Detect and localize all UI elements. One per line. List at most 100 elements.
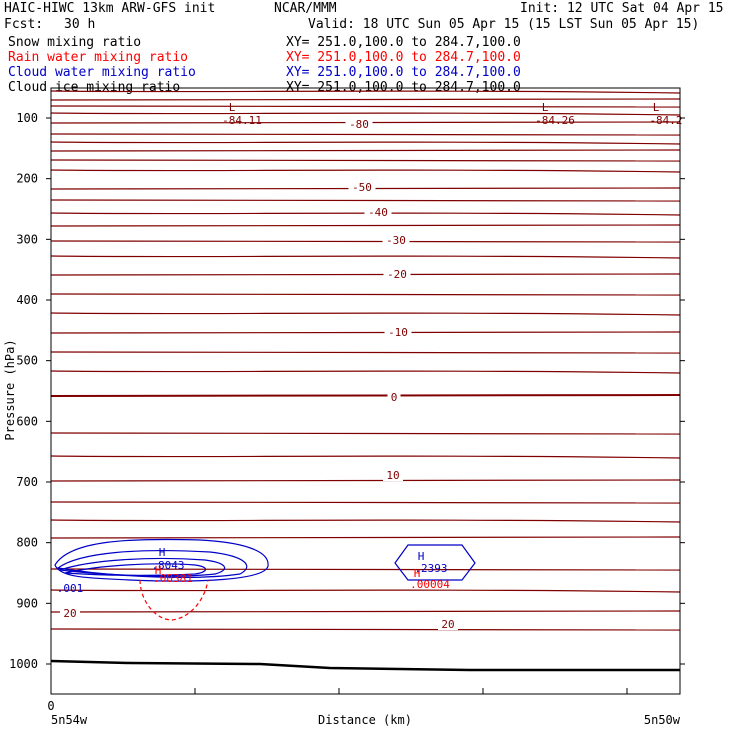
cloud-water-contour [54, 538, 269, 582]
y-tick-label: 100 [16, 111, 38, 125]
y-tick-label: 500 [16, 354, 38, 368]
rain-water-contours [139, 579, 209, 621]
isotherm-line [50, 455, 681, 459]
field-xy-cloud-water: XY= 251.0,100.0 to 284.7,100.0 [286, 65, 521, 80]
field-name-rain: Rain water mixing ratio [8, 50, 189, 65]
y-tick-label: 1000 [9, 657, 38, 671]
y-tick-label: 800 [16, 536, 38, 550]
isotherm-label: -80 [349, 118, 369, 131]
isotherm-line [50, 589, 681, 593]
isotherm-line [50, 370, 681, 374]
field-xy-rain: XY= 251.0,100.0 to 284.7,100.0 [286, 50, 521, 65]
rain-water-max-value: .00381 [153, 572, 193, 585]
isotherm-line [50, 98, 681, 101]
field-name-snow: Snow mixing ratio [8, 35, 142, 50]
low-marker-symbol: L [653, 101, 660, 114]
isotherm-label-bg [60, 607, 80, 619]
isotherm-label-bg [383, 268, 411, 280]
isotherm-line [50, 159, 681, 162]
y-tick-label: 300 [16, 232, 38, 246]
terrain-surface [50, 659, 680, 672]
y-tick-label: 200 [16, 172, 38, 186]
cloud-water-contour [64, 563, 207, 576]
cloud-water-contour [394, 544, 476, 581]
isotherm-line [50, 187, 681, 190]
isotherm-label: 20 [63, 607, 76, 620]
isotherm-line [50, 112, 681, 116]
isotherm-line [50, 351, 681, 354]
isotherm-label: -30 [386, 234, 406, 247]
isotherm-label-bg [383, 469, 403, 481]
isotherm-line [50, 610, 681, 613]
isotherm-line [50, 568, 681, 571]
plot-frame [50, 87, 681, 695]
isotherm-label-bg [387, 391, 401, 403]
isotherm-line [50, 394, 681, 397]
isotherm-line [50, 149, 681, 152]
low-marker-value: -84.2 [649, 114, 682, 127]
y-tick-label: 400 [16, 293, 38, 307]
low-marker-value: -84.11 [222, 114, 262, 127]
isotherm-line [50, 199, 681, 202]
cloud-water-max-symbol: H [418, 550, 425, 563]
isotherm-label: -40 [368, 206, 388, 219]
isotherm-line [50, 255, 681, 259]
x-end-label-right: 5n50w [644, 713, 681, 727]
x-tick-label-origin: 0 [47, 699, 54, 713]
isotherm-line [50, 432, 681, 435]
cloud-water-contour-label: .001 [57, 582, 84, 595]
isotherm-label-bg [348, 181, 376, 193]
x-axis [50, 688, 628, 694]
low-marker-value: -84.26 [535, 114, 575, 127]
isotherm-line [50, 90, 681, 94]
y-tick-label: 900 [16, 596, 38, 610]
org-label: NCAR/MMM [274, 1, 337, 16]
isotherm-line [50, 628, 681, 631]
isotherm-label: 0 [391, 391, 398, 404]
cloud-water-contours [54, 538, 476, 582]
contour-labels: L-84.11L-84.26L-84.2-80-50-40-30-20-1001… [57, 101, 683, 631]
low-marker-symbol: L [229, 101, 236, 114]
isotherm-line [50, 240, 681, 243]
isotherm-label: 10 [386, 469, 399, 482]
isotherm-label-bg [345, 118, 373, 130]
init-time: Init: 12 UTC Sat 04 Apr 15 [520, 1, 724, 16]
x-axis-label: Distance (km) [318, 713, 412, 727]
isotherm-line [50, 479, 681, 482]
isotherm-label-bg [384, 326, 412, 338]
rain-water-max-symbol: H [155, 564, 162, 577]
y-tick-label: 600 [16, 414, 38, 428]
model-title: HAIC-HIWC 13km ARW-GFS init [4, 1, 216, 16]
isotherm-line [50, 331, 681, 334]
isotherm-line [50, 169, 681, 173]
isotherm-lines [50, 90, 681, 631]
rain-water-max-symbol: H [414, 567, 421, 580]
isotherm-line [50, 293, 681, 296]
forecast-hours: 30 h [64, 17, 96, 32]
isotherm-line [50, 212, 681, 216]
cloud-water-contour [56, 549, 248, 578]
cloud-water-max-value: .2393 [414, 562, 447, 575]
x-end-label-left: 5n54w [51, 713, 88, 727]
low-marker-symbol: L [542, 101, 549, 114]
field-xy-snow: XY= 251.0,100.0 to 284.7,100.0 [286, 35, 521, 50]
isotherm-label-bg [364, 206, 392, 218]
y-axis-label: Pressure (hPa) [3, 339, 17, 440]
isotherm-line [50, 133, 681, 136]
isotherm-line [50, 141, 681, 145]
rain-water-contour [139, 579, 209, 621]
isotherm-line [50, 105, 681, 108]
isotherm-label: -50 [352, 181, 372, 194]
isotherm-label-bg [382, 234, 410, 246]
valid-time: Valid: 18 UTC Sun 05 Apr 15 (15 LST Sun … [308, 17, 700, 32]
isotherm-line [50, 224, 681, 227]
y-tick-label: 700 [16, 475, 38, 489]
field-name-cloud-water: Cloud water mixing ratio [8, 65, 196, 80]
isotherm-line [50, 519, 681, 523]
rain-water-max-value: .00004 [410, 578, 450, 591]
isotherm-line [50, 121, 681, 124]
isotherm-line [50, 501, 681, 504]
cloud-water-max-value: .8043 [151, 559, 184, 572]
